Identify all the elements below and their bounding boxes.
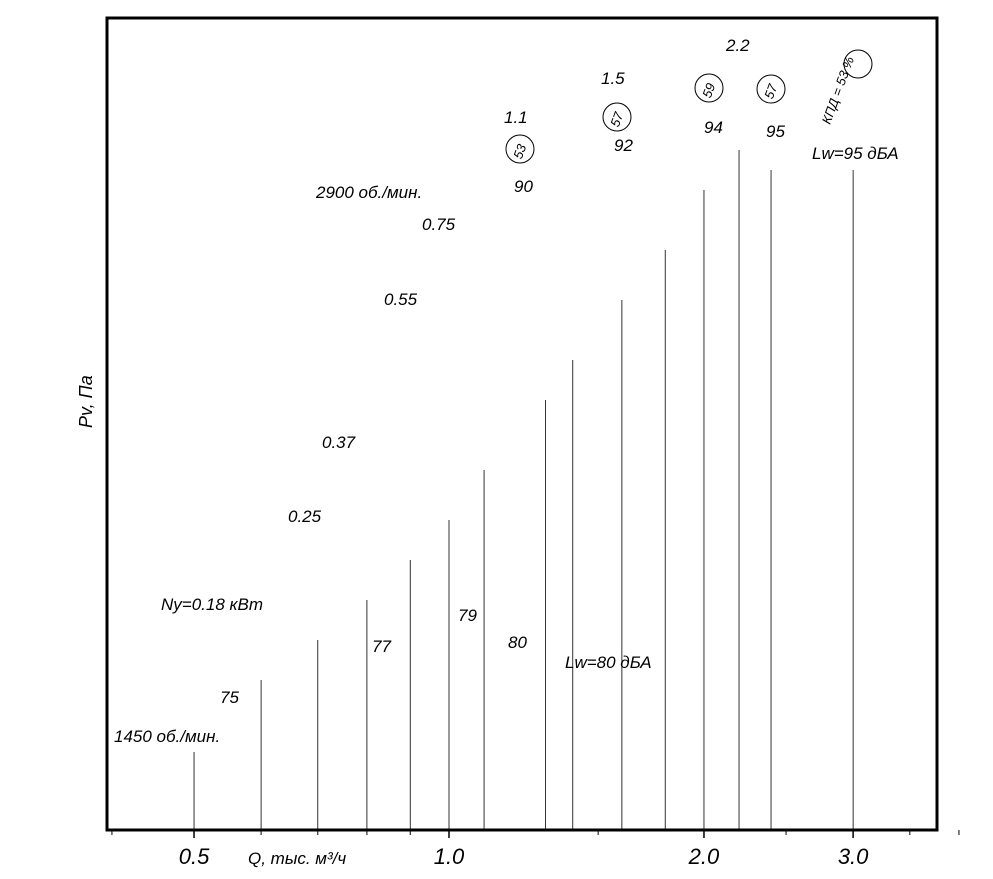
noise-label-79: 79: [458, 606, 477, 625]
efficiency-marker-53: 53: [505, 134, 535, 164]
x-tick-label-1.0: 1.0: [434, 844, 465, 869]
chart-labels: Q, тыс. м³/ч Pv, Па 2900 об./мин. 1450 о…: [76, 36, 899, 868]
power-label-055: 0.55: [384, 290, 418, 309]
power-label-22: 2.2: [725, 36, 750, 55]
axis-ticks: 2503004005008001000120016000.51.02.03.0: [111, 830, 960, 869]
noise-label-77: 77: [372, 637, 391, 656]
efficiency-marker-57b: 57: [756, 74, 786, 104]
efficiency-value-57b: 57: [761, 81, 780, 100]
efficiency-axis-label: КПД = 53 %: [819, 54, 857, 126]
y-axis-title: Pv, Па: [76, 375, 96, 428]
power-label-018: Ny=0.18 кВт: [161, 595, 263, 614]
noise-label-lw80: Lw=80 дБА: [565, 653, 652, 672]
noise-label-75: 75: [220, 688, 239, 707]
efficiency-value-53: 53: [510, 141, 529, 160]
efficiency-value-59: 59: [699, 81, 718, 100]
x-tick-label-0.5: 0.5: [179, 844, 210, 869]
power-label-025: 0.25: [288, 507, 322, 526]
x-tick-label-3.0: 3.0: [838, 844, 869, 869]
efficiency-value-57a: 57: [607, 109, 626, 128]
power-label-15: 1.5: [601, 69, 625, 88]
speed-label-2900: 2900 об./мин.: [315, 183, 422, 202]
power-label-11: 1.1: [504, 108, 528, 127]
x-axis-title: Q, тыс. м³/ч: [248, 849, 346, 868]
efficiency-marker-kpd: КПД = 53 %: [819, 49, 873, 126]
noise-label-80: 80: [508, 633, 527, 652]
efficiency-marker-57a: 57: [602, 102, 632, 132]
efficiency-marker-59: 59: [694, 73, 724, 103]
noise-label-92: 92: [614, 136, 633, 155]
speed-label-1450: 1450 об./мин.: [114, 727, 220, 746]
x-tick-label-2.0: 2.0: [688, 844, 720, 869]
power-label-075: 0.75: [422, 215, 456, 234]
noise-label-lw95: Lw=95 дБА: [812, 144, 899, 163]
grid-lines: [193, 150, 854, 830]
noise-label-94: 94: [704, 118, 723, 137]
noise-label-95: 95: [766, 122, 785, 141]
power-label-037: 0.37: [322, 433, 356, 452]
noise-label-90: 90: [514, 177, 533, 196]
plot-frame: [105, 16, 939, 832]
